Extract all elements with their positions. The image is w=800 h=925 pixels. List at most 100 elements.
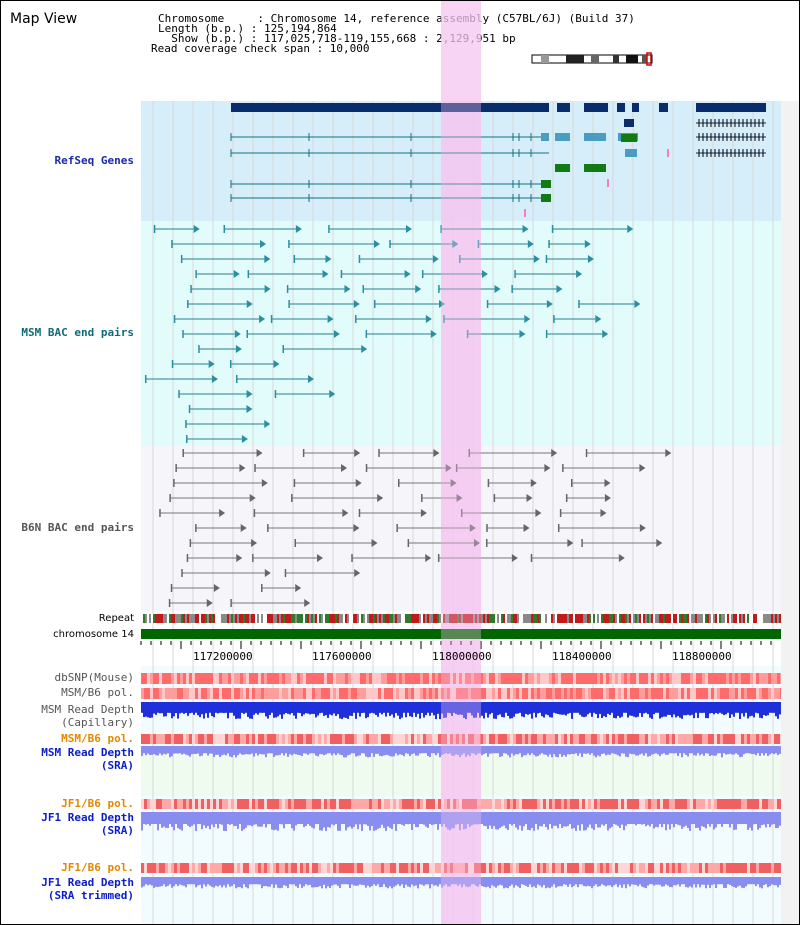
depth-bar (639, 812, 641, 824)
depth-bar (737, 877, 739, 887)
repeat-block (173, 614, 175, 623)
heat-cell (444, 688, 447, 699)
heat-cell (549, 863, 552, 873)
depth-bar (215, 746, 217, 755)
heat-cell (570, 673, 573, 684)
depth-bar (337, 877, 339, 886)
depth-bar (461, 812, 463, 824)
gene-exon (541, 133, 549, 141)
depth-bar (453, 812, 455, 829)
depth-bar (481, 746, 483, 756)
heat-cell (417, 799, 420, 809)
depth-bar (529, 877, 531, 885)
depth-bar (643, 812, 645, 823)
repeat-block (425, 614, 427, 623)
heat-cell (504, 673, 507, 684)
heat-cell (531, 688, 534, 699)
heat-cell (222, 673, 225, 684)
depth-bar (531, 812, 533, 829)
depth-bar (451, 746, 453, 756)
depth-bar (533, 702, 535, 713)
depth-bar (531, 746, 533, 753)
heat-cell (726, 863, 729, 873)
depth-bar (273, 812, 275, 831)
heat-cell (696, 673, 699, 684)
depth-bar (755, 812, 757, 824)
depth-bar (605, 877, 607, 887)
heat-cell (141, 688, 144, 699)
depth-bar (175, 877, 177, 884)
heat-cell (660, 673, 663, 684)
heat-cell (165, 734, 168, 744)
depth-bar (419, 877, 421, 884)
depth-bar (491, 877, 493, 886)
depth-bar (449, 877, 451, 887)
repeat-block (413, 614, 415, 623)
heat-cell (660, 734, 663, 744)
heat-cell (213, 799, 216, 809)
heat-cell (540, 799, 543, 809)
heat-cell (246, 688, 249, 699)
heat-cell (279, 799, 282, 809)
bac-end (246, 390, 253, 398)
repeat-block (391, 614, 393, 623)
heat-cell (444, 863, 447, 873)
repeat-block (257, 614, 259, 623)
depth-bar (389, 812, 391, 828)
depth-bar (407, 702, 409, 713)
repeat-block (409, 614, 411, 623)
repeat-block (369, 614, 371, 623)
heat-cell (771, 863, 774, 873)
depth-bar (415, 702, 417, 717)
heat-cell (342, 863, 345, 873)
depth-bar (425, 812, 427, 827)
depth-bar (155, 877, 157, 887)
heat-cell (567, 688, 570, 699)
depth-bar (207, 812, 209, 827)
depth-bar (315, 746, 317, 756)
heat-cell (399, 863, 402, 873)
heat-cell (654, 863, 657, 873)
repeat-block (657, 614, 659, 623)
depth-bar (731, 877, 733, 887)
depth-bar (587, 746, 589, 753)
heat-cell (678, 863, 681, 873)
depth-bar (655, 702, 657, 712)
depth-bar (627, 812, 629, 824)
depth-bar (759, 812, 761, 828)
depth-bar (735, 812, 737, 830)
bac-end (604, 494, 611, 502)
depth-bar (687, 877, 689, 888)
heat-cell (411, 863, 414, 873)
depth-bar (191, 746, 193, 755)
depth-bar (739, 746, 741, 758)
heat-cell (618, 688, 621, 699)
depth-bar (659, 746, 661, 757)
depth-bar (503, 702, 505, 718)
depth-bar (409, 746, 411, 757)
heat-cell (420, 799, 423, 809)
depth-bar (221, 702, 223, 713)
heat-cell (450, 673, 453, 684)
repeat-block (263, 614, 265, 623)
depth-bar (201, 812, 203, 830)
bac-end (260, 240, 267, 248)
heat-cell (540, 863, 543, 873)
depth-bar (383, 877, 385, 884)
depth-bar (311, 746, 313, 753)
repeat-block (481, 614, 483, 623)
heat-cell (696, 799, 699, 809)
depth-bar (355, 877, 357, 886)
depth-bar (579, 746, 581, 754)
depth-bar (643, 702, 645, 714)
depth-bar (475, 877, 477, 886)
jf1-b6-pol-trim-label: JF1/B6 pol. (61, 861, 134, 874)
depth-bar (535, 812, 537, 823)
depth-bar (157, 877, 159, 887)
depth-bar (593, 812, 595, 830)
heat-cell (171, 863, 174, 873)
heat-cell (519, 673, 522, 684)
depth-bar (245, 746, 247, 755)
depth-bar (777, 812, 779, 828)
